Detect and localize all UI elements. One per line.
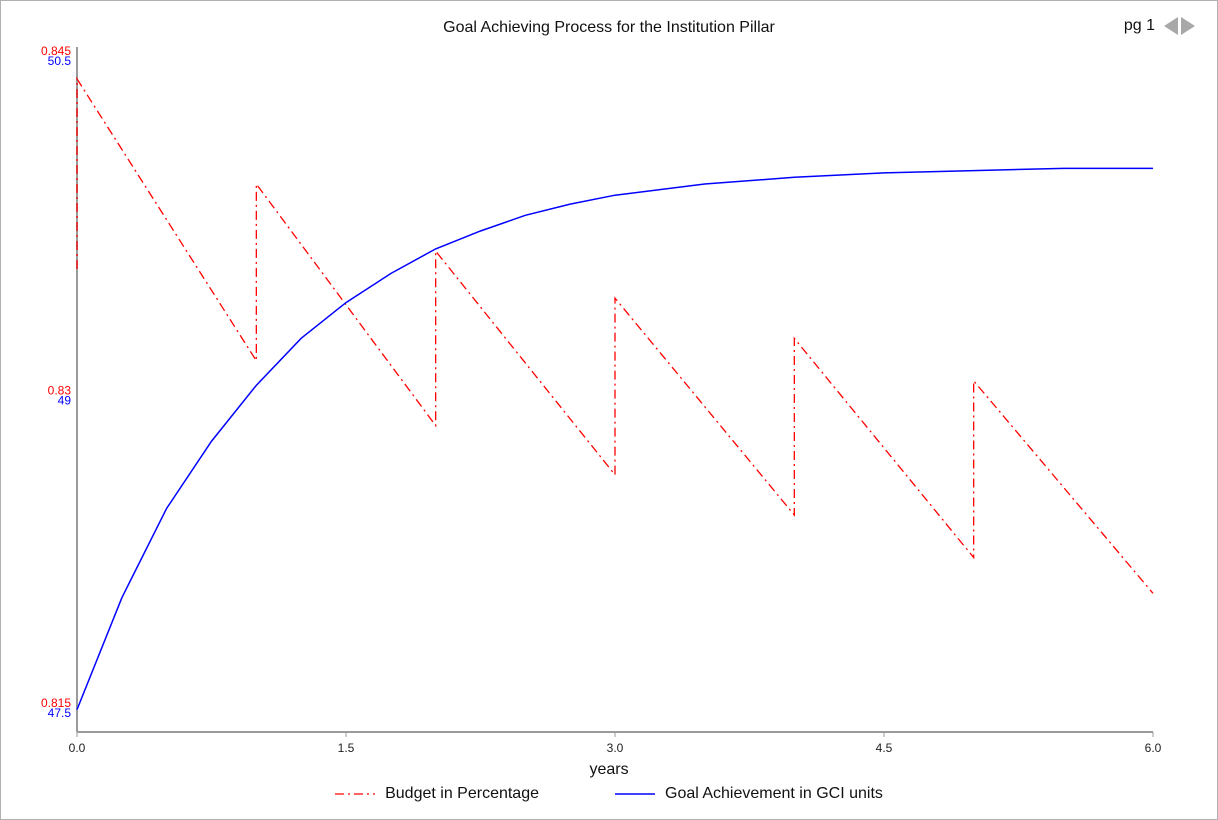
legend-label-budget: Budget in Percentage	[385, 785, 539, 802]
legend-swatch-goal	[615, 793, 655, 795]
legend-label-goal: Goal Achievement in GCI units	[665, 785, 883, 802]
legend: Budget in Percentage Goal Achievement in…	[1, 785, 1217, 803]
prev-page-arrow-icon[interactable]	[1164, 17, 1178, 35]
axes	[76, 47, 1153, 733]
page-label: pg 1	[1123, 17, 1155, 34]
y-tick-label-budget: 0.845	[41, 44, 71, 58]
series-layer	[76, 76, 1154, 710]
y-tick-label-goal: 49	[58, 394, 72, 408]
tick-labels: 0.0 1.5 3.0 4.5 6.0 0.845 0.83 0.815 50.5 49 47.5	[41, 44, 1162, 755]
legend-item-goal: Goal Achievement in GCI units	[615, 785, 883, 803]
y-tick-label-goal: 47.5	[48, 706, 72, 720]
legend-swatch-budget	[335, 793, 376, 795]
y-tick-label-budget: 0.83	[48, 384, 72, 398]
chart-title: Goal Achieving Process for the Instituti…	[443, 19, 775, 36]
x-tick-label: 4.5	[876, 741, 893, 755]
x-tick-label: 1.5	[338, 741, 355, 755]
x-tick-label: 3.0	[607, 741, 624, 755]
x-tick-label: 6.0	[1145, 741, 1162, 755]
goal-series-line	[76, 167, 1153, 710]
x-axis-label: years	[589, 761, 629, 778]
legend-item-budget: Budget in Percentage	[335, 785, 539, 803]
y-tick-label-budget: 0.815	[41, 696, 71, 710]
x-tick-label: 0.0	[69, 741, 86, 755]
pager: pg 1	[1124, 17, 1195, 35]
y-tick-label-goal: 50.5	[48, 54, 72, 68]
budget-series-line	[76, 76, 1154, 594]
next-page-arrow-icon[interactable]	[1181, 17, 1195, 35]
